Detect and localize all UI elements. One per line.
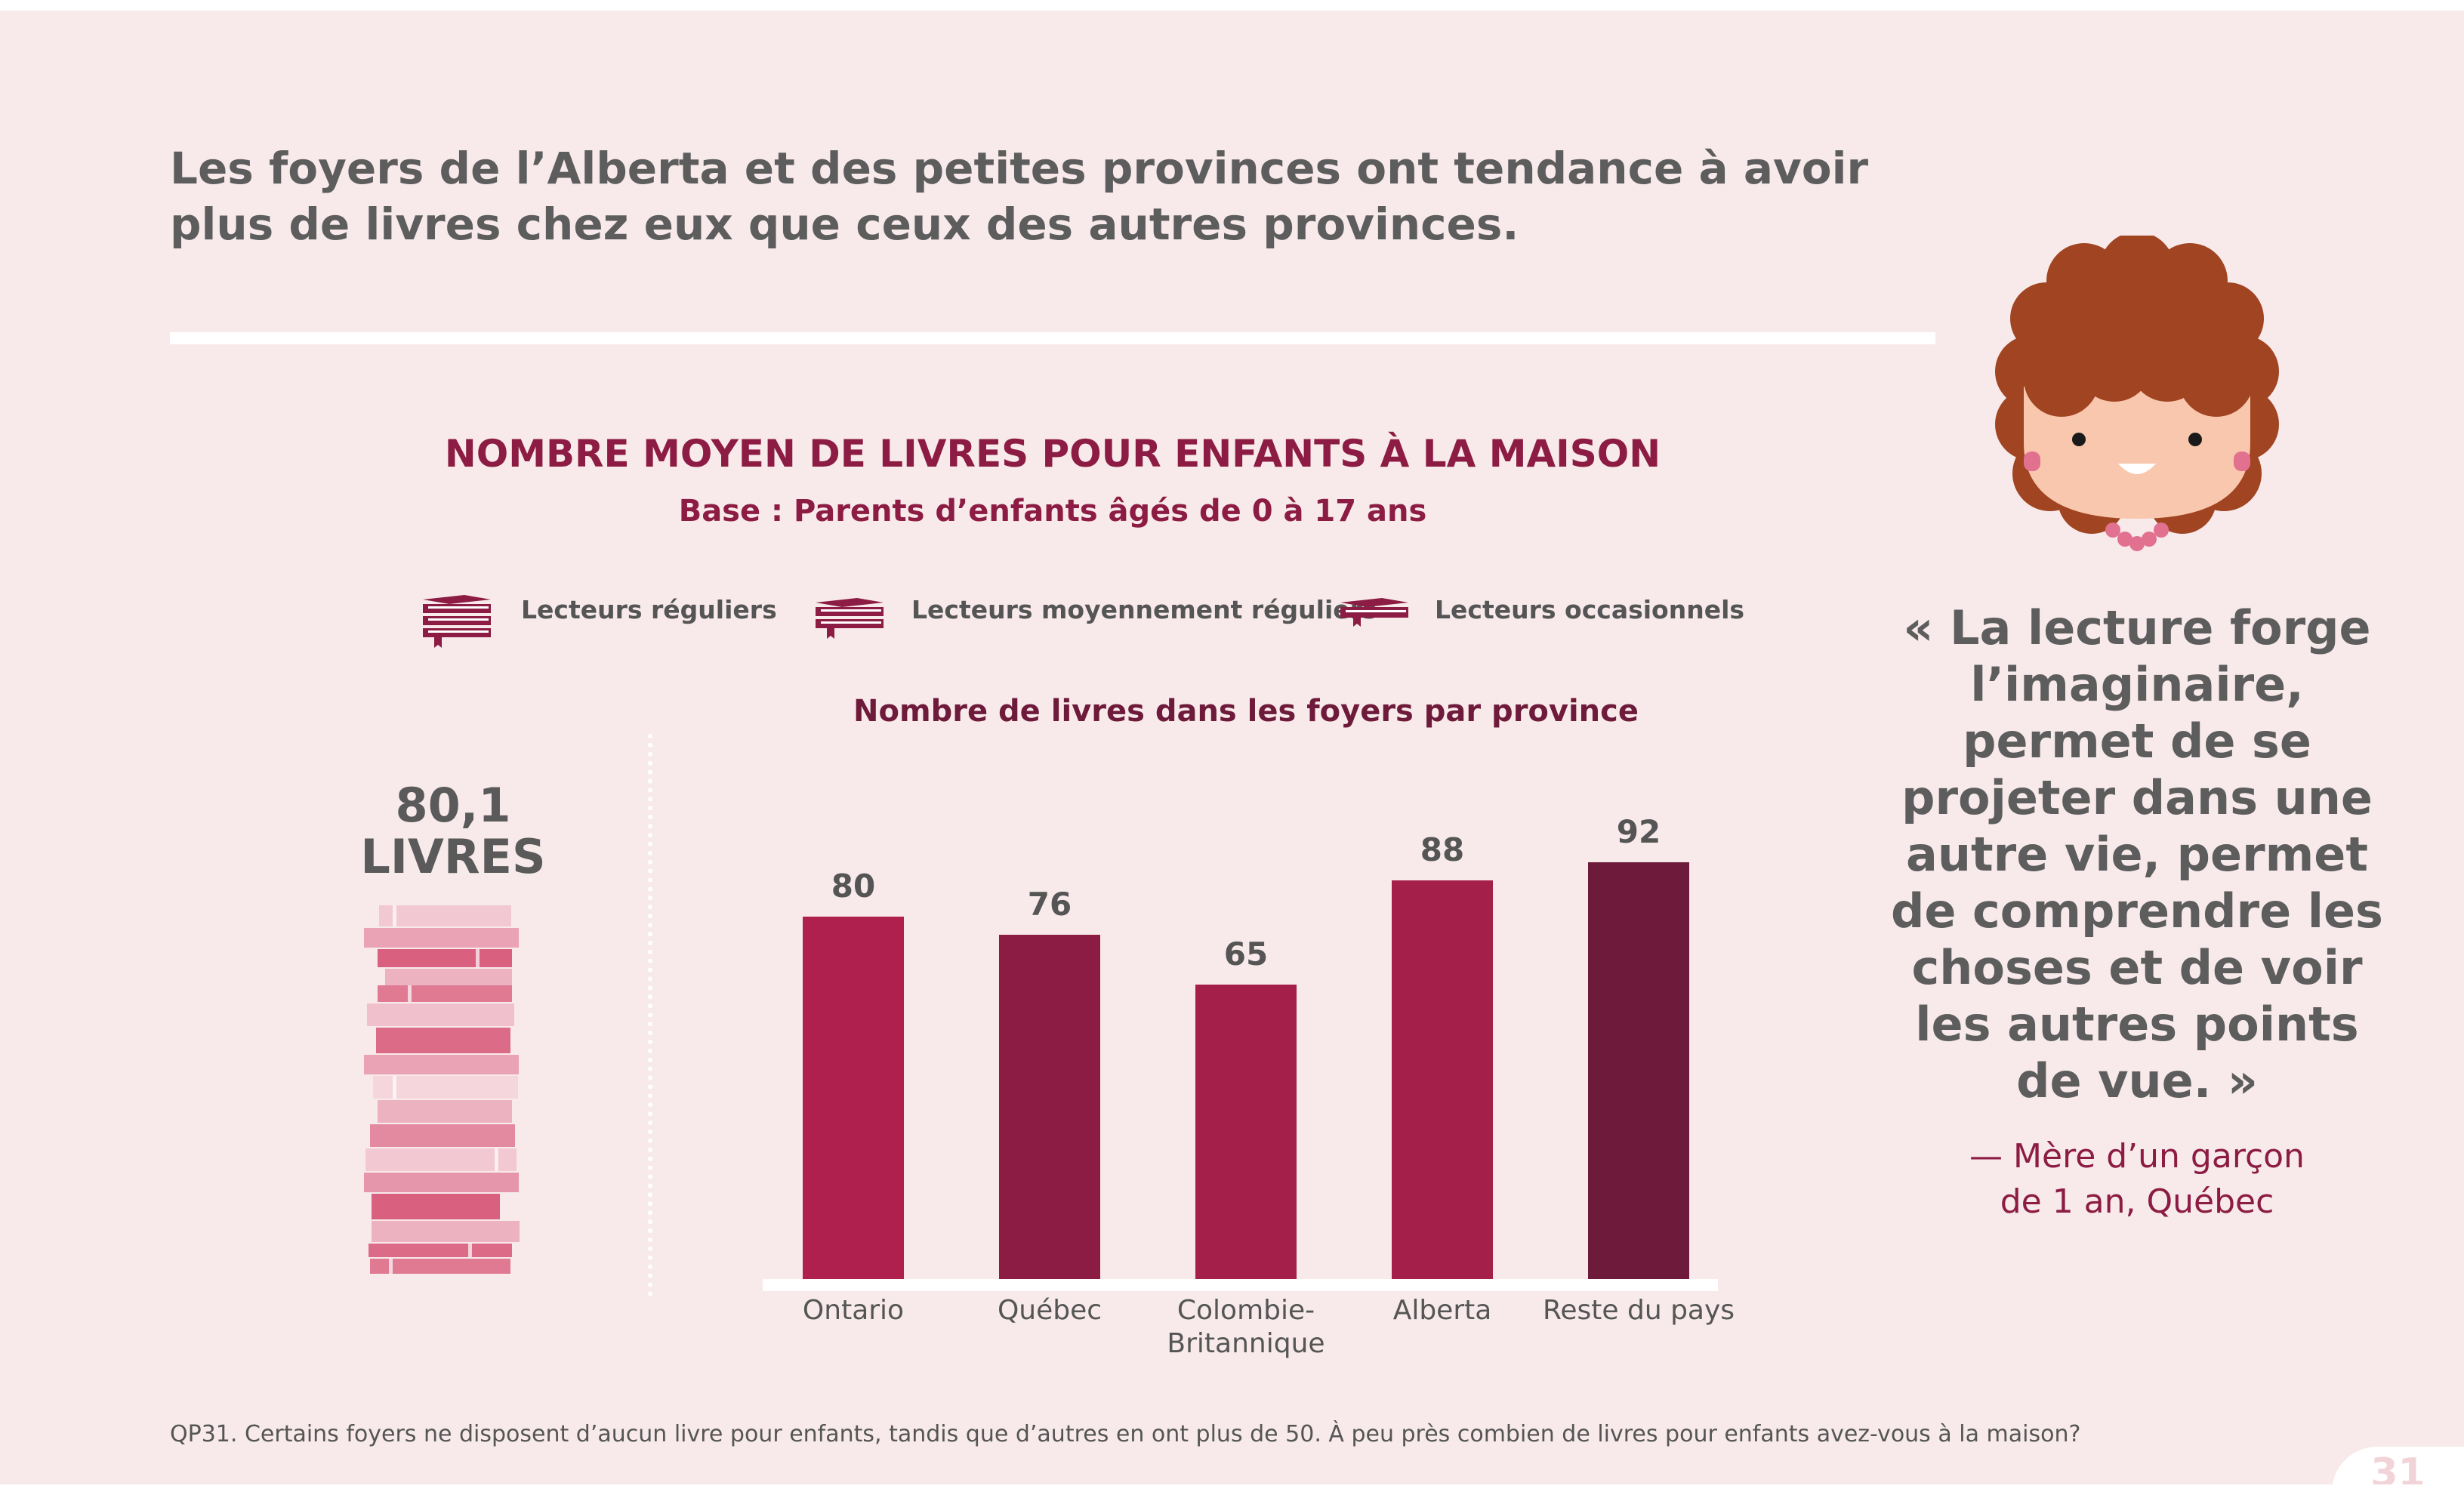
category-label: Québec <box>998 1295 1102 1326</box>
average-unit: LIVRES <box>360 829 546 884</box>
stacked-books-icon <box>816 598 884 639</box>
data-label: 76 <box>1028 886 1072 923</box>
headline: Les foyers de l’Alberta et des petites p… <box>170 143 1869 250</box>
stacked-books-icon <box>423 595 491 648</box>
book-stack-illustration <box>364 905 520 1274</box>
quote-attribution: — Mère d’un garçon de 1 an, Québec <box>1969 1137 2305 1221</box>
legend-label: Lecteurs occasionnels <box>1435 595 1745 624</box>
bar-qu-bec <box>999 935 1100 1279</box>
data-label: 80 <box>831 868 875 905</box>
category-label: Alberta <box>1393 1295 1492 1326</box>
category-label: Britannique <box>1167 1328 1325 1359</box>
legend-label: Lecteurs réguliers <box>521 595 777 624</box>
bar-ontario <box>803 917 904 1279</box>
category-label: Ontario <box>803 1295 904 1326</box>
page: Les foyers de l’Alberta et des petites p… <box>0 11 2464 1484</box>
x-axis-baseline <box>763 1279 1718 1291</box>
single-book-icon <box>1340 598 1408 627</box>
footnote: QP31. Certains foyers ne disposent d’auc… <box>170 1421 2081 1447</box>
bar-alberta <box>1392 880 1493 1279</box>
chart-subtitle: Base : Parents d’enfants âgés de 0 à 17 … <box>678 494 1427 529</box>
page-number: 31 <box>2332 1447 2464 1484</box>
dotted-divider <box>648 734 652 1296</box>
category-label: Reste du pays <box>1543 1295 1735 1326</box>
girl-avatar-illustration <box>1995 236 2279 551</box>
divider-rule <box>170 332 1935 344</box>
legend-label: Lecteurs moyennement réguliers <box>911 595 1377 624</box>
category-label: Colombie- <box>1177 1295 1315 1326</box>
plot-title: Nombre de livres dans les foyers par pro… <box>853 694 1639 729</box>
chart-title: NOMBRE MOYEN DE LIVRES POUR ENFANTS À LA… <box>444 432 1661 476</box>
data-label: 88 <box>1420 831 1464 868</box>
data-label: 92 <box>1617 813 1661 850</box>
average-value: 80,1 <box>395 778 511 833</box>
bar-reste-du-pays <box>1588 862 1689 1279</box>
data-label: 65 <box>1224 936 1268 973</box>
bar-colombie-britannique <box>1195 985 1297 1279</box>
quote: « La lecture forge l’imaginaire, permet … <box>1891 600 2383 1108</box>
